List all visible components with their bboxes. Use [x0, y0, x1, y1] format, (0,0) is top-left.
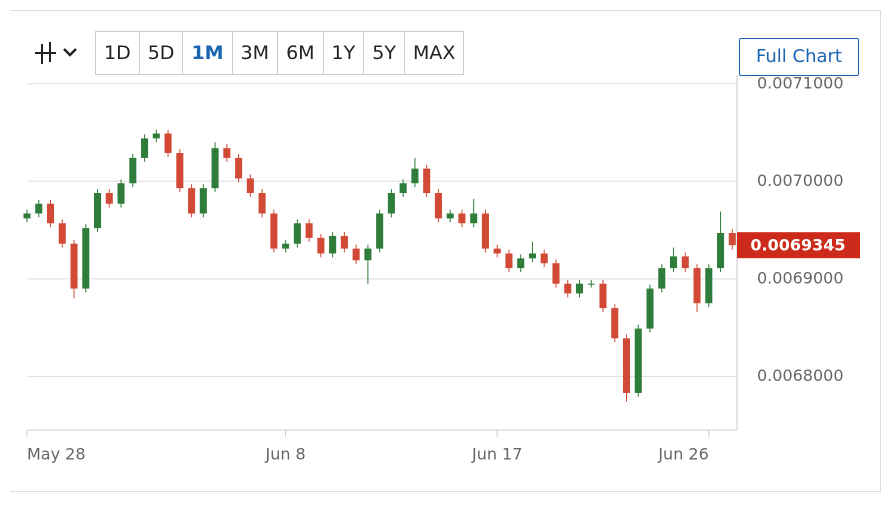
candle-body [622, 338, 631, 393]
x-tick-label: Jun 17 [471, 445, 522, 464]
x-tick-label: May 28 [27, 445, 86, 464]
candle-body [23, 213, 31, 219]
candle-body [493, 248, 501, 254]
full-chart-button[interactable]: Full Chart [739, 38, 859, 76]
candle-body [705, 268, 713, 304]
candle-body [376, 213, 384, 249]
candle-body [270, 213, 278, 249]
candle-body [669, 256, 678, 269]
candle-body [587, 283, 595, 285]
candle-body [246, 178, 254, 194]
candle-body [528, 253, 536, 259]
range-button[interactable]: 5D [140, 32, 184, 74]
candle-body [105, 193, 113, 204]
candle-body [329, 235, 337, 254]
candle-body [399, 183, 407, 194]
candle-body [505, 253, 513, 269]
candle-body [658, 268, 666, 289]
candle-body [387, 193, 395, 214]
candle-body [611, 308, 619, 339]
candle-body [317, 237, 325, 254]
range-button[interactable]: 1Y [324, 32, 365, 74]
candle-body [411, 168, 419, 184]
candle-body [211, 148, 219, 189]
candle-body [481, 213, 489, 249]
candle-body [728, 232, 736, 246]
range-button[interactable]: 1M [183, 32, 233, 74]
candle-body [82, 228, 90, 289]
chart-type-icon[interactable] [35, 42, 77, 64]
candle-body [681, 256, 689, 269]
candle-body [129, 157, 137, 184]
range-button[interactable]: 1D [96, 32, 140, 74]
y-tick-label: 0.0068000 [757, 366, 844, 385]
candle-body [458, 213, 466, 224]
candle-body [599, 283, 607, 309]
candle-body [634, 328, 642, 393]
candle-body [470, 213, 478, 224]
range-button[interactable]: 3M [233, 32, 279, 74]
range-button[interactable]: 5Y [364, 32, 405, 74]
candle-body [223, 148, 231, 158]
candle-body [94, 193, 102, 229]
candle-body [646, 288, 654, 329]
y-tick-label: 0.0070000 [757, 171, 844, 190]
range-selector: 1D 5D 1M 3M 6M 1Y 5Y MAX [95, 31, 465, 75]
range-button[interactable]: MAX [412, 42, 456, 64]
candle-body [340, 235, 348, 249]
candle-body [434, 193, 442, 219]
last-price-box [737, 232, 860, 259]
candle-body [305, 223, 313, 238]
candle-body [423, 168, 431, 194]
candle-body [258, 193, 266, 214]
candle-body [446, 213, 454, 219]
candle-body [70, 243, 78, 289]
candle-body [517, 258, 525, 269]
last-price-label: 0.0069345 [750, 236, 845, 255]
candle-body [117, 183, 125, 204]
candle-body [575, 283, 584, 294]
candle-body [35, 203, 43, 214]
x-tick-label: Jun 8 [264, 445, 305, 464]
frame [10, 10, 881, 492]
y-tick-label: 0.0069000 [757, 268, 844, 287]
candle-body [235, 157, 243, 179]
candle-body [564, 283, 572, 294]
candle-body [164, 133, 172, 154]
candle-body [46, 203, 55, 224]
candle-body [152, 133, 160, 139]
candle-body [693, 268, 701, 304]
range-button[interactable]: 6M [278, 32, 324, 74]
candle-body [188, 188, 196, 214]
candle-body [141, 138, 149, 158]
candle-body [293, 223, 301, 244]
candle-body [364, 248, 372, 261]
candle-body [282, 243, 290, 249]
candle-body [352, 248, 360, 261]
y-tick-label: 0.0071000 [757, 73, 844, 92]
x-tick-label: Jun 26 [657, 445, 708, 464]
candle-body [717, 232, 725, 269]
candle-body [58, 223, 66, 244]
candle-body [199, 188, 207, 214]
candle-body [540, 253, 548, 264]
candle-body [552, 263, 560, 284]
candle-body [176, 153, 184, 189]
